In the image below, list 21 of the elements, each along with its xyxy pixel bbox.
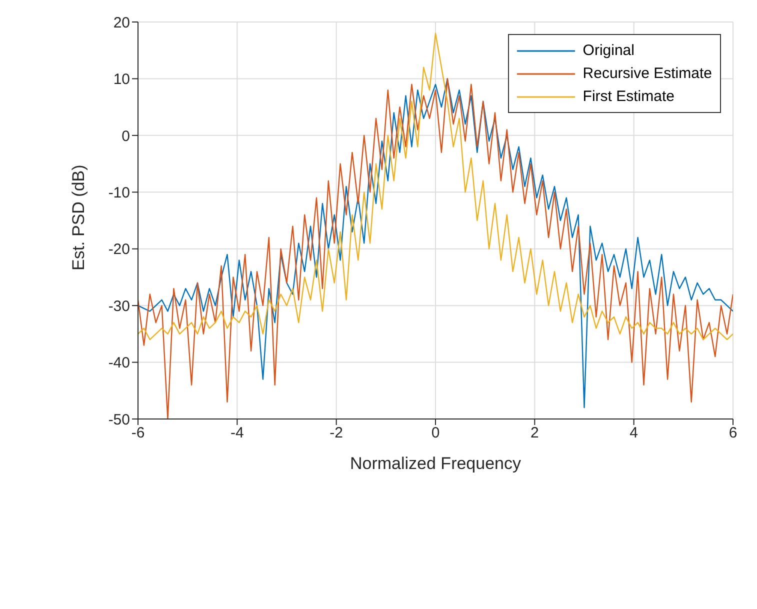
legend-label: Original — [582, 42, 634, 59]
y-tick-label: -30 — [108, 298, 130, 315]
y-tick-label: -40 — [108, 354, 130, 372]
x-tick-label: 6 — [728, 424, 738, 442]
y-tick-label: 10 — [113, 71, 130, 88]
line-series — [138, 32, 733, 340]
x-tick-label: 0 — [431, 424, 440, 442]
x-tick-label: -6 — [131, 424, 145, 442]
y-tick-label: -10 — [108, 184, 130, 202]
y-axis-title: Est. PSD (dB) — [69, 164, 88, 270]
legend-label: Recursive Estimate — [582, 65, 712, 82]
x-tick-label: 4 — [630, 424, 638, 442]
x-tick-label: 2 — [530, 424, 539, 442]
x-tick-label: -2 — [330, 424, 344, 442]
y-tick-label: 0 — [122, 128, 130, 145]
y-tick-label: 20 — [113, 14, 130, 32]
y-tick-label: -50 — [108, 411, 130, 428]
legend-label: First Estimate — [582, 88, 674, 105]
x-axis-title: Normalized Frequency — [350, 454, 522, 473]
y-tick-label: -20 — [108, 241, 130, 258]
x-tick-label: -4 — [230, 424, 244, 442]
